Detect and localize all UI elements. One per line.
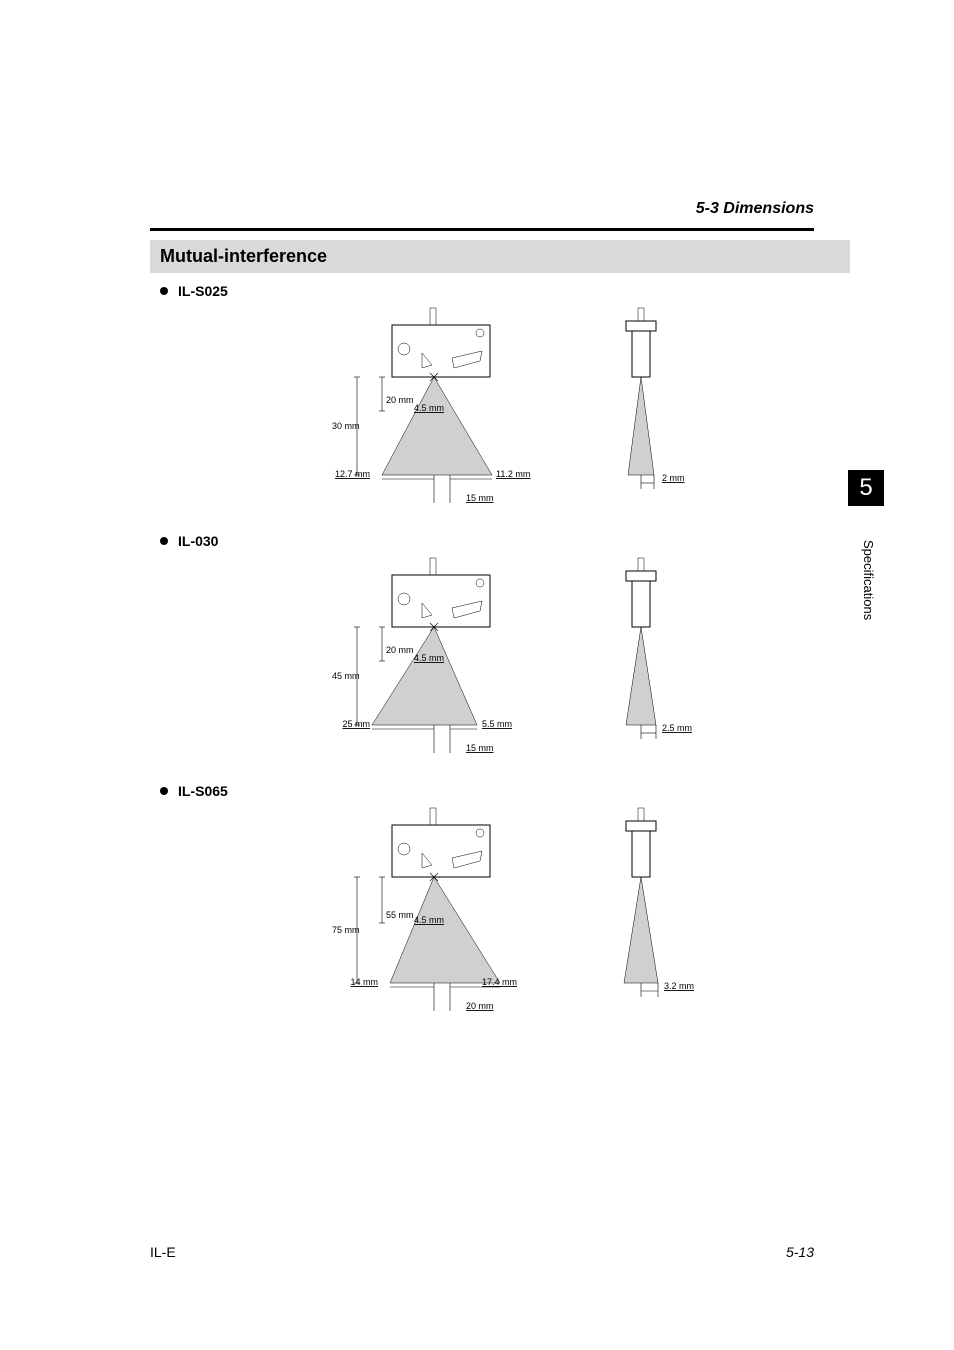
chapter-tab: 5 (848, 470, 884, 506)
dim-left-w: 25 mm (342, 719, 370, 729)
front-diagram: 30 mm 20 mm 4.5 mm 12.7 mm 11.2 mm 15 mm (282, 303, 542, 523)
diagram-row: 75 mm 55 mm 4.5 mm 14 mm 17.4 mm 20 mm 3… (150, 803, 834, 1033)
model-label: IL-S065 (178, 783, 228, 799)
dim-total-h: 45 mm (332, 671, 360, 681)
dim-right-w: 5.5 mm (482, 719, 512, 729)
dim-left-w: 14 mm (350, 977, 378, 987)
model-bullet: IL-S025 (160, 283, 834, 299)
bullet-icon (160, 787, 168, 795)
model-bullet: IL-S065 (160, 783, 834, 799)
side-diagram: 3.2 mm (592, 803, 702, 1033)
footer-right: 5-13 (786, 1244, 814, 1260)
section-title: Mutual-interference (150, 240, 850, 273)
dim-bottom-w: 20 mm (466, 1001, 494, 1011)
side-diagram: 2 mm (592, 303, 702, 523)
dim-standoff: 20 mm (386, 395, 414, 405)
side-diagram: 2.5 mm (592, 553, 702, 773)
model-bullet: IL-030 (160, 533, 834, 549)
page-section-path: 5-3 Dimensions (696, 200, 814, 218)
dim-offset: 4.5 mm (414, 915, 444, 925)
header-rule (150, 228, 814, 231)
diagram-row: 45 mm 20 mm 4.5 mm 25 mm 5.5 mm 15 mm 2.… (150, 553, 834, 773)
dim-offset: 4.5 mm (414, 653, 444, 663)
bullet-icon (160, 537, 168, 545)
dim-right-w: 11.2 mm (496, 469, 530, 479)
diagram-row: 30 mm 20 mm 4.5 mm 12.7 mm 11.2 mm 15 mm… (150, 303, 834, 523)
front-diagram: 75 mm 55 mm 4.5 mm 14 mm 17.4 mm 20 mm (282, 803, 542, 1033)
chapter-label: Specifications (861, 540, 876, 620)
dim-standoff: 55 mm (386, 910, 414, 920)
model-label: IL-030 (178, 533, 218, 549)
dim-bottom-w: 15 mm (466, 493, 494, 503)
dim-standoff: 20 mm (386, 645, 414, 655)
dim-right-w: 17.4 mm (482, 977, 517, 987)
dim-side-w: 2.5 mm (662, 723, 692, 733)
dim-side-w: 3.2 mm (664, 981, 694, 991)
model-label: IL-S025 (178, 283, 228, 299)
dim-bottom-w: 15 mm (466, 743, 494, 753)
dim-side-w: 2 mm (662, 473, 685, 483)
dim-total-h: 30 mm (332, 421, 360, 431)
dim-left-w: 12.7 mm (335, 469, 370, 479)
bullet-icon (160, 287, 168, 295)
dim-total-h: 75 mm (332, 925, 360, 935)
dim-offset: 4.5 mm (414, 403, 444, 413)
footer-left: IL-E (150, 1244, 176, 1260)
front-diagram: 45 mm 20 mm 4.5 mm 25 mm 5.5 mm 15 mm (282, 553, 542, 773)
